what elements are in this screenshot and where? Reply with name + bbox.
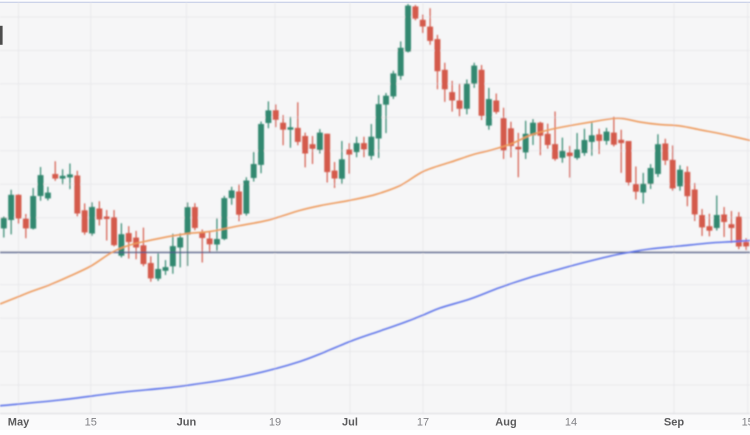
svg-text:May: May xyxy=(8,417,30,429)
svg-text:19: 19 xyxy=(269,417,281,429)
svg-text:17: 17 xyxy=(417,417,429,429)
svg-text:Jun: Jun xyxy=(177,417,197,429)
svg-text:Jul: Jul xyxy=(342,417,358,429)
svg-text:14: 14 xyxy=(565,417,577,429)
svg-text:15: 15 xyxy=(742,417,750,429)
svg-text:Sep: Sep xyxy=(664,417,684,429)
svg-text:Aug: Aug xyxy=(495,417,516,429)
svg-text:15: 15 xyxy=(85,417,97,429)
